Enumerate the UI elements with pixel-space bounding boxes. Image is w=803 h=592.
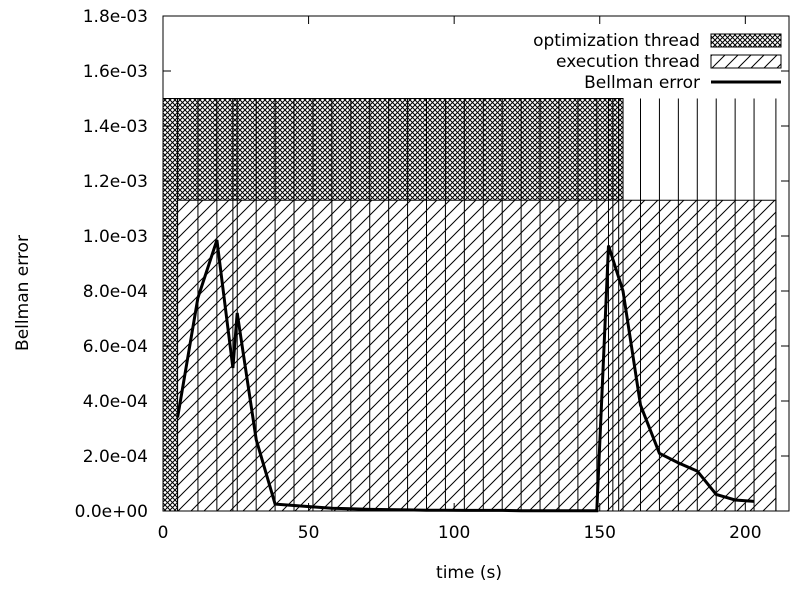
y-tick-label: 1.4e-03 — [83, 117, 148, 137]
y-tick-label: 1.2e-03 — [83, 172, 148, 192]
x-tick-label: 150 — [584, 523, 616, 543]
y-axis-label: Bellman error — [13, 235, 33, 351]
x-tick-label: 0 — [158, 523, 169, 543]
y-tick-label: 8.0e-04 — [83, 282, 148, 302]
legend-label: Bellman error — [584, 73, 700, 93]
y-tick-label: 1.6e-03 — [83, 62, 148, 82]
execution-thread-bar — [178, 200, 776, 511]
x-axis-label: time (s) — [436, 563, 502, 583]
y-tick-label: 1.8e-03 — [83, 7, 148, 27]
legend-swatch-crosshatch — [711, 34, 781, 47]
optimization-thread-bar — [163, 99, 178, 512]
y-tick-label: 2.0e-04 — [83, 447, 148, 467]
legend-swatch-diagonal — [711, 55, 781, 68]
legend-label: execution thread — [556, 52, 700, 72]
y-tick-label: 4.0e-04 — [83, 392, 148, 412]
y-tick-label: 0.0e+00 — [75, 502, 148, 522]
y-tick-label: 1.0e-03 — [83, 227, 148, 247]
legend-label: optimization thread — [533, 31, 700, 51]
x-tick-label: 200 — [729, 523, 761, 543]
y-tick-label: 6.0e-04 — [83, 337, 148, 357]
x-tick-label: 100 — [438, 523, 470, 543]
x-tick-label: 50 — [298, 523, 320, 543]
